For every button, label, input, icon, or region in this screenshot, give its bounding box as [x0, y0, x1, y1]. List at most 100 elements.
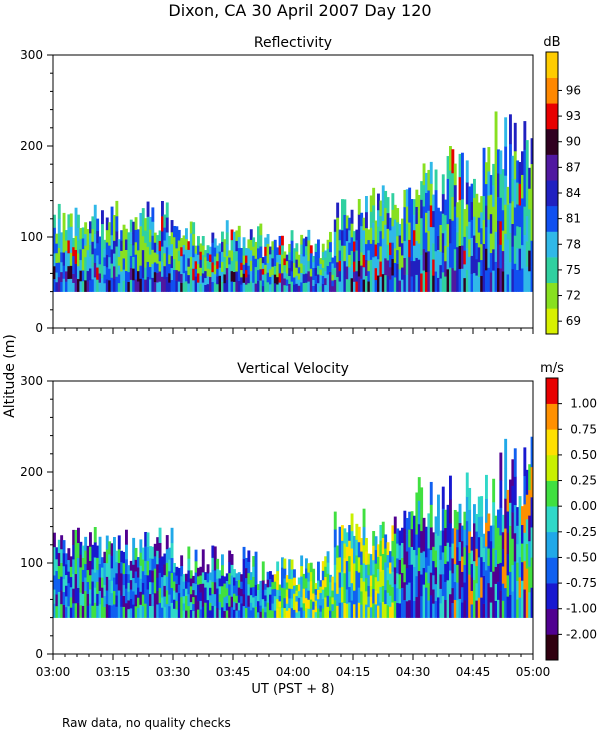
heatmap-cell: [293, 248, 296, 256]
heatmap-cell: [319, 605, 323, 612]
heatmap-cell: [288, 598, 292, 609]
heatmap-cell: [374, 536, 378, 551]
colorbar-tick-label: 0.75: [570, 422, 597, 436]
heatmap-cell: [487, 548, 491, 566]
heatmap-cell: [89, 268, 92, 281]
heatmap-cell: [391, 193, 395, 210]
heatmap-cell: [194, 268, 198, 277]
heatmap-cell: [444, 214, 448, 231]
heatmap-cell: [473, 235, 476, 255]
heatmap-cell: [137, 577, 140, 588]
heatmap-cell: [170, 279, 174, 292]
heatmap-cell: [444, 260, 448, 277]
heatmap-cell: [525, 519, 529, 545]
colorbar-segment: [546, 231, 558, 258]
heatmap-cell: [396, 263, 400, 278]
heatmap-cell: [125, 249, 128, 261]
heatmap-cell: [230, 554, 234, 565]
heatmap-cell: [415, 206, 419, 224]
heatmap-cell: [422, 584, 426, 602]
heatmap-cell: [410, 528, 414, 547]
heatmap-cell: [482, 171, 486, 197]
heatmap-cell: [405, 240, 409, 258]
heatmap-cell: [477, 232, 481, 248]
heatmap-cell: [206, 283, 210, 292]
heatmap-cell: [240, 595, 244, 604]
heatmap-cell: [242, 264, 246, 274]
heatmap-cell: [101, 557, 104, 568]
heatmap-cell: [369, 275, 373, 292]
heatmap-cell: [129, 608, 133, 618]
heatmap-cell: [278, 235, 282, 246]
heatmap-cell: [115, 584, 119, 596]
heatmap-cell: [139, 604, 143, 618]
heatmap-cell: [197, 576, 200, 585]
heatmap-cell: [177, 567, 181, 577]
heatmap-cell: [295, 267, 299, 276]
heatmap-cell: [391, 540, 395, 557]
heatmap-cell: [295, 251, 299, 260]
heatmap-cell: [446, 561, 450, 581]
heatmap-cell: [149, 216, 152, 230]
heatmap-cell: [441, 530, 445, 553]
heatmap-cell: [321, 589, 325, 600]
heatmap-cell: [139, 239, 143, 253]
heatmap-cell: [463, 264, 467, 279]
colorbar-tick-label: 90: [566, 135, 581, 149]
heatmap-cell: [129, 255, 133, 268]
heatmap-cell: [149, 593, 152, 606]
heatmap-cell: [305, 273, 308, 283]
heatmap-cell: [72, 246, 76, 257]
heatmap-cell: [129, 279, 133, 292]
heatmap-cell: [235, 261, 239, 272]
heatmap-cell: [396, 235, 400, 251]
heatmap-cell: [218, 601, 222, 611]
heatmap-cell: [384, 548, 388, 563]
heatmap-cell: [516, 182, 520, 205]
heatmap-cell: [276, 269, 280, 278]
heatmap-cell: [283, 284, 287, 292]
heatmap-cell: [504, 204, 508, 234]
heatmap-cell: [437, 535, 440, 557]
heatmap-cell: [324, 586, 328, 598]
heatmap-cell: [295, 595, 299, 602]
heatmap-cell: [357, 214, 361, 231]
heatmap-cell: [261, 608, 265, 618]
heatmap-cell: [458, 268, 462, 292]
heatmap-cell: [127, 281, 131, 292]
heatmap-cell: [506, 186, 510, 205]
heatmap-cell: [165, 232, 169, 248]
heatmap-cell: [480, 556, 484, 578]
heatmap-cell: [86, 249, 90, 261]
heatmap-cell: [355, 523, 359, 540]
heatmap-cell: [297, 279, 301, 286]
heatmap-cell: [307, 590, 311, 600]
heatmap-cell: [199, 251, 203, 260]
heatmap-cell: [271, 249, 275, 259]
heatmap-cell: [209, 284, 212, 292]
heatmap-cell: [283, 588, 287, 599]
heatmap-cell: [473, 541, 476, 562]
heatmap-cell: [463, 236, 467, 251]
heatmap-cell: [264, 282, 268, 292]
heatmap-cell: [336, 276, 340, 292]
colorbar-segment: [546, 128, 558, 155]
heatmap-cell: [482, 147, 486, 173]
heatmap-cell: [360, 577, 364, 592]
heatmap-cell: [501, 549, 505, 567]
heatmap-cell: [216, 558, 220, 569]
heatmap-cell: [288, 578, 292, 589]
heatmap-cell: [499, 221, 503, 245]
heatmap-cell: [324, 597, 328, 608]
heatmap-cell: [139, 226, 143, 240]
heatmap-cell: [353, 261, 356, 272]
heatmap-cell: [321, 598, 325, 609]
heatmap-cell: [223, 274, 227, 284]
heatmap-cell: [485, 546, 488, 571]
heatmap-cell: [369, 259, 373, 276]
heatmap-cell: [182, 610, 186, 618]
heatmap-cell: [199, 609, 203, 618]
heatmap-cell: [319, 586, 323, 593]
heatmap-cell: [103, 274, 107, 284]
heatmap-cell: [65, 606, 68, 618]
